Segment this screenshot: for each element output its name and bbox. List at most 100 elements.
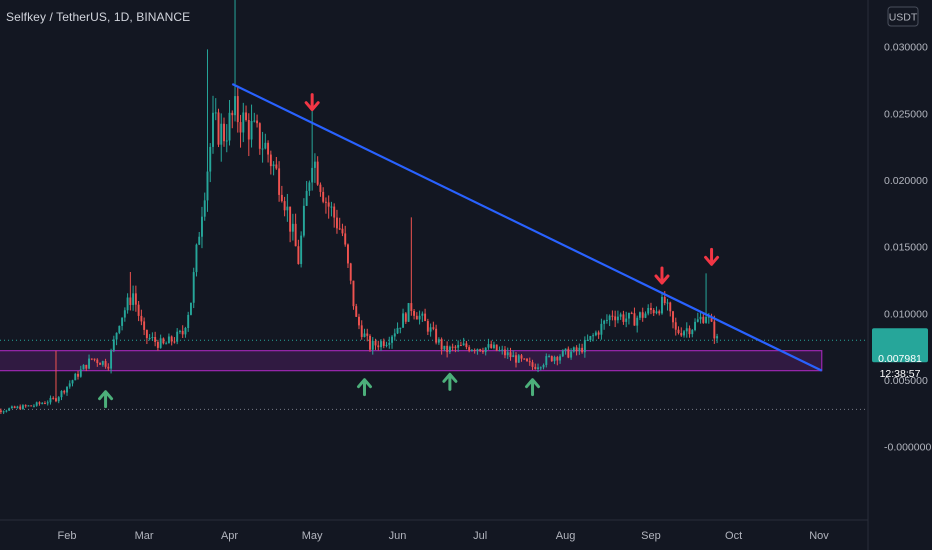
candle (572, 346, 575, 353)
candle (512, 350, 515, 358)
candle (594, 330, 597, 337)
candle (517, 354, 520, 363)
candle (41, 401, 44, 405)
candle (256, 114, 259, 128)
candle (402, 308, 405, 328)
candle (209, 143, 212, 183)
candle (110, 348, 113, 374)
candle (683, 330, 685, 338)
candle (335, 209, 338, 234)
x-tick-label: Apr (221, 530, 238, 542)
candle (338, 217, 341, 231)
candle (162, 337, 165, 345)
arrow-up-icon[interactable] (525, 378, 541, 397)
candle (132, 285, 135, 311)
candle (619, 312, 622, 320)
arrow-up-icon[interactable] (356, 378, 372, 397)
candle (151, 332, 154, 342)
candle (539, 366, 542, 371)
candle (457, 340, 460, 352)
candle (236, 85, 239, 133)
trendline[interactable] (231, 83, 823, 372)
candle (269, 150, 272, 175)
candle (55, 350, 57, 403)
last-price-label: 0.007981 12:38:57 (872, 328, 928, 380)
candle (253, 112, 256, 123)
y-tick-label: -0.000000 (884, 442, 931, 454)
candle (633, 307, 636, 326)
currency-badge[interactable]: USDT (889, 12, 918, 24)
candle (581, 343, 584, 354)
support-zone[interactable] (0, 350, 823, 372)
candle (614, 310, 617, 328)
candle (300, 231, 303, 268)
candle (13, 405, 16, 409)
candle (556, 355, 559, 366)
candle (694, 318, 697, 332)
candle (294, 213, 297, 247)
candle (187, 311, 190, 332)
candle (534, 363, 537, 370)
candle (27, 405, 30, 407)
arrow-up-icon[interactable] (442, 372, 458, 391)
candle (506, 347, 509, 359)
candle (369, 334, 371, 352)
candle (627, 312, 630, 325)
candle (495, 344, 498, 352)
candle (600, 318, 603, 340)
candle (322, 187, 325, 204)
candle (435, 324, 438, 345)
candle (107, 363, 110, 371)
arrow-down-icon[interactable] (704, 247, 720, 266)
candle (713, 315, 716, 344)
candle (126, 293, 129, 314)
candle (418, 310, 421, 325)
candle (52, 396, 55, 400)
candle (272, 161, 275, 176)
candle (327, 195, 330, 219)
x-tick-label: Mar (135, 530, 154, 542)
arrow-up-icon[interactable] (98, 390, 114, 409)
candle (178, 329, 181, 334)
candle (696, 312, 699, 323)
candle (559, 354, 562, 364)
currency-badge-box[interactable] (887, 6, 919, 27)
candle (691, 329, 694, 338)
candle (88, 354, 91, 370)
candle (680, 327, 683, 337)
candle (498, 346, 501, 352)
candle (473, 348, 476, 354)
candle (570, 348, 573, 360)
candle (231, 110, 234, 129)
candle (280, 185, 283, 203)
candle (421, 311, 424, 323)
candle (424, 308, 427, 322)
candle (586, 334, 589, 342)
candle (349, 262, 352, 285)
candle (537, 363, 539, 373)
candle (344, 225, 347, 247)
candle (258, 122, 261, 155)
candle (504, 346, 506, 359)
candle (476, 348, 479, 355)
candle (484, 347, 487, 356)
candle (699, 310, 702, 324)
candle (302, 198, 305, 238)
candle (324, 197, 327, 214)
candle (286, 193, 289, 222)
candle (391, 335, 394, 349)
candle (589, 335, 592, 342)
candle (583, 336, 586, 358)
candle (198, 231, 201, 246)
candle (154, 331, 157, 347)
candle (509, 347, 512, 361)
candle (655, 306, 658, 315)
candle (382, 338, 385, 349)
candle (385, 341, 388, 348)
candle (526, 358, 528, 362)
arrow-down-icon[interactable] (304, 93, 320, 112)
candle (297, 239, 300, 265)
arrow-down-icon[interactable] (654, 266, 670, 285)
